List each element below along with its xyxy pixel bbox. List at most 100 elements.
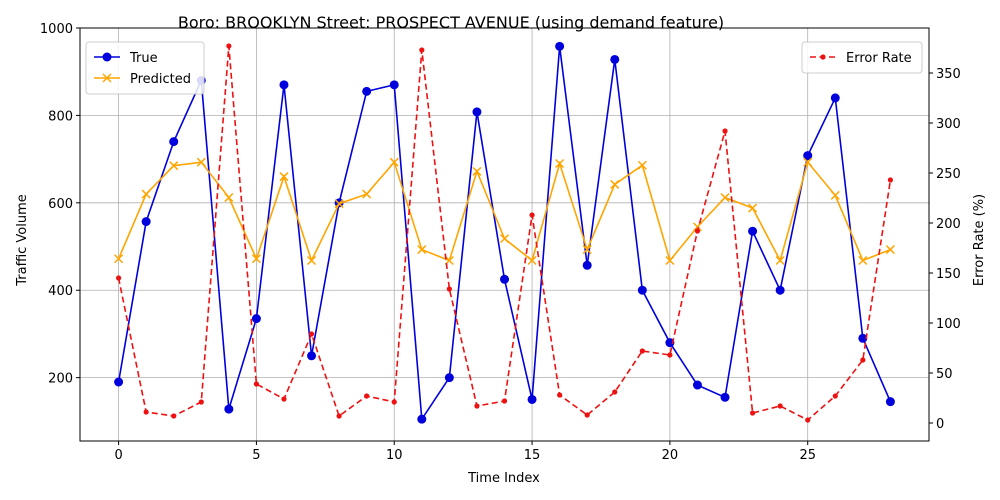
- data-point: [224, 404, 234, 414]
- data-point: [143, 409, 149, 415]
- data-point: [748, 203, 758, 213]
- y2-tick-label: 150: [936, 267, 961, 282]
- series-line: [117, 160, 891, 263]
- legend-right: Error Rate: [801, 41, 923, 74]
- legend-left: True Predicted: [85, 41, 205, 95]
- data-point: [169, 161, 179, 171]
- data-point: [115, 275, 122, 281]
- data-point: [749, 410, 756, 416]
- data-point: [364, 393, 370, 399]
- y2-tick-label: 250: [936, 167, 961, 182]
- y-tick-label: 600: [48, 197, 73, 212]
- x-axis-title: Time Index: [467, 471, 540, 486]
- data-point: [472, 107, 482, 117]
- series-error-rate: [115, 43, 894, 423]
- data-point: [446, 286, 452, 292]
- y2-tick-label: 0: [936, 417, 944, 432]
- y-tick-label: 1000: [40, 22, 73, 37]
- data-point: [389, 157, 399, 167]
- data-point: [417, 414, 427, 424]
- data-point: [226, 43, 232, 49]
- data-point: [692, 222, 702, 232]
- series-true: [114, 41, 895, 424]
- data-point: [308, 331, 315, 337]
- data-point: [803, 157, 813, 167]
- data-point: [805, 417, 811, 423]
- data-point: [527, 255, 537, 266]
- x-tick-label: 15: [524, 448, 541, 463]
- data-point: [444, 373, 454, 383]
- data-point: [885, 397, 895, 407]
- y-tick-label: 800: [48, 109, 73, 124]
- data-point: [610, 179, 620, 189]
- data-point: [775, 285, 785, 295]
- y2-axis-title: Error Rate (%): [972, 194, 987, 286]
- data-point: [307, 351, 317, 361]
- data-point: [362, 86, 372, 96]
- y-axis-title: Traffic Volume: [15, 194, 30, 287]
- data-point: [419, 47, 425, 53]
- data-point: [777, 403, 783, 409]
- data-point: [279, 172, 289, 182]
- data-point: [830, 93, 840, 103]
- data-point: [169, 137, 179, 147]
- data-point: [141, 189, 151, 199]
- x-tick-label: 25: [799, 448, 816, 463]
- legend-label: Predicted: [130, 72, 191, 87]
- data-point: [694, 228, 701, 234]
- data-point: [474, 403, 480, 409]
- y2-tick-label: 300: [936, 117, 961, 132]
- data-point: [253, 381, 260, 387]
- data-point: [500, 274, 509, 284]
- data-point: [501, 398, 508, 404]
- data-point: [171, 413, 177, 419]
- legend-marker: [820, 54, 826, 60]
- data-point: [114, 254, 124, 264]
- data-point: [555, 158, 565, 169]
- data-point: [584, 412, 590, 418]
- data-point: [251, 254, 261, 264]
- data-point: [665, 255, 675, 266]
- data-point: [830, 190, 840, 200]
- data-point: [196, 157, 206, 167]
- data-point: [612, 389, 618, 395]
- data-point: [557, 392, 563, 398]
- data-point: [720, 193, 730, 203]
- axes: 0 5 10 15 20 25 200 400 600 800 1000 0 50 100 150 200 25…: [40, 22, 961, 463]
- data-point: [582, 245, 592, 255]
- series-line: [117, 45, 892, 421]
- data-point: [336, 413, 342, 419]
- grid: [80, 27, 929, 441]
- data-point: [720, 392, 730, 402]
- plot-frame: [79, 27, 930, 442]
- legend-box: [85, 41, 205, 95]
- data-point: [858, 333, 868, 343]
- legend-label: True: [129, 51, 158, 66]
- data-point: [748, 226, 758, 236]
- data-point: [529, 212, 535, 218]
- series-predicted: [114, 157, 895, 266]
- data-point: [417, 245, 427, 255]
- y-tick-label: 200: [48, 372, 73, 387]
- data-point: [610, 54, 620, 64]
- data-point: [860, 357, 866, 363]
- data-point: [555, 41, 565, 51]
- y2-tick-label: 50: [936, 367, 953, 382]
- x-tick-label: 10: [386, 448, 403, 463]
- data-point: [832, 393, 838, 399]
- y2-tick-label: 350: [936, 67, 961, 82]
- y-tick-label: 400: [48, 284, 73, 299]
- data-point: [775, 255, 785, 266]
- data-point: [637, 160, 647, 170]
- series-line: [117, 46, 892, 422]
- chart-title: Boro: BROOKLYN Street: PROSPECT AVENUE (…: [178, 13, 724, 32]
- data-point: [582, 260, 592, 270]
- data-point: [281, 396, 287, 402]
- legend-label: Error Rate: [846, 51, 912, 66]
- series-layer: [114, 41, 895, 424]
- data-point: [803, 151, 813, 161]
- x-tick-label: 20: [662, 448, 679, 463]
- data-point: [334, 199, 344, 209]
- data-point: [389, 80, 399, 90]
